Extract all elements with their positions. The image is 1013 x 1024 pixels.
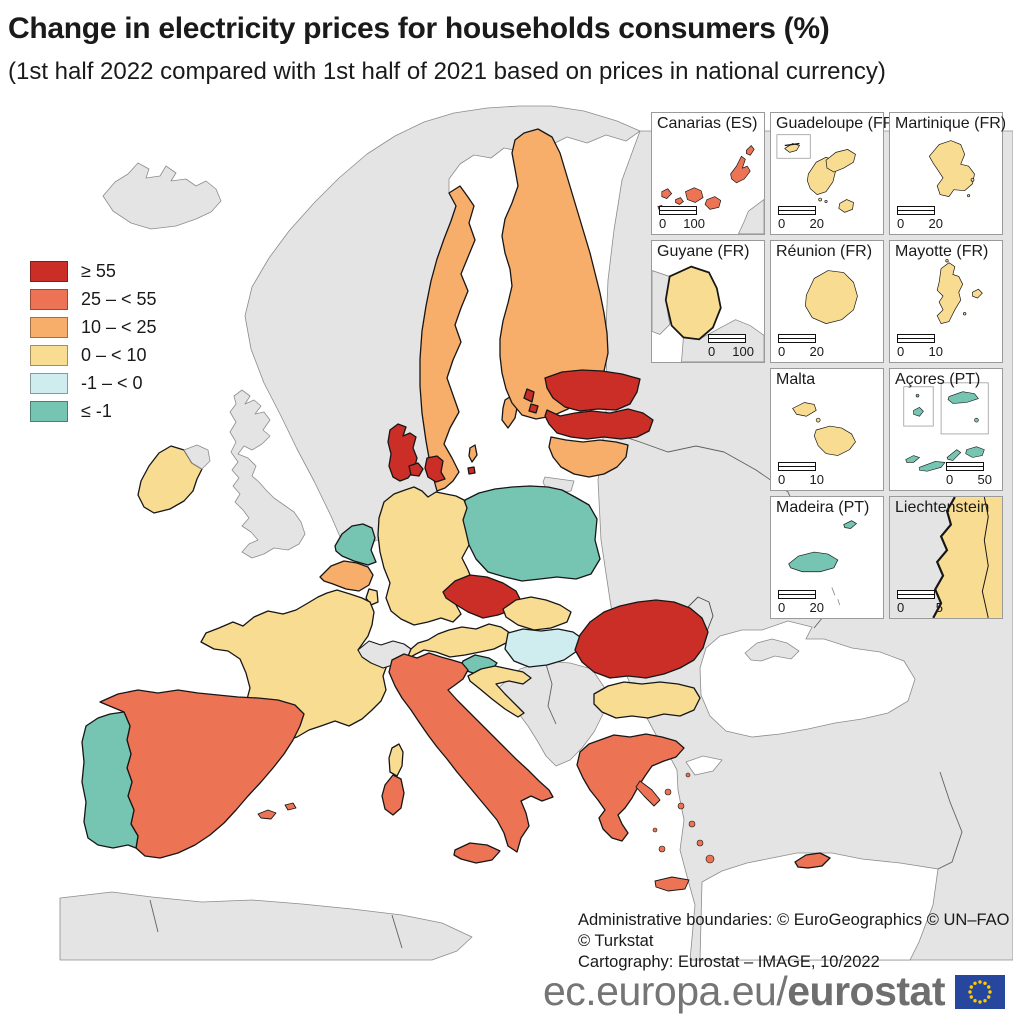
country-italy xyxy=(388,652,554,853)
country-northern-ireland xyxy=(183,444,211,470)
inset-acores: Açores (PT) 0 50 xyxy=(889,368,1003,491)
legend-swatch xyxy=(30,373,68,394)
scale-bar: 0 50 xyxy=(946,462,994,487)
inset-label: Martinique (FR) xyxy=(895,115,1007,132)
country-poland xyxy=(461,485,601,582)
credit-line-1: Administrative boundaries: © EuroGeograp… xyxy=(578,911,1010,950)
page-subtitle: (1st half 2022 compared with 1st half of… xyxy=(8,58,886,85)
inset-label: Guyane (FR) xyxy=(657,243,750,260)
island-zealand xyxy=(424,455,446,483)
inset-canarias: Canarias (ES) 0 100 xyxy=(651,112,765,235)
inset-madeira: Madeira (PT) 0 20 xyxy=(770,496,884,619)
country-romania xyxy=(574,599,709,679)
inset-reunion: Réunion (FR) 0 20 xyxy=(770,240,884,363)
scale-bar: 0 100 xyxy=(659,206,707,231)
legend-label: ≤ -1 xyxy=(81,401,112,421)
country-iceland xyxy=(102,162,222,230)
inset-label: Réunion (FR) xyxy=(776,243,873,260)
credit-line-2: Cartography: Eurostat – IMAGE, 10/2022 xyxy=(578,953,880,971)
country-bulgaria xyxy=(593,681,701,719)
inset-label: Malta xyxy=(776,371,816,388)
east-mediterranean xyxy=(699,852,939,961)
country-netherlands xyxy=(334,523,377,566)
country-sweden xyxy=(419,185,476,492)
eu-flag-icon xyxy=(955,974,1005,1009)
legend-item: ≤ -1 xyxy=(30,400,157,423)
island-funen xyxy=(408,462,424,477)
country-greece xyxy=(576,733,685,842)
country-portugal xyxy=(81,711,139,849)
crimea xyxy=(744,638,800,662)
inset-label: Liechtenstein xyxy=(895,499,990,516)
aegean-islands xyxy=(652,772,715,864)
map-credits: Administrative boundaries: © EuroGeograp… xyxy=(578,910,1013,973)
legend-swatch xyxy=(30,345,68,366)
country-cyprus xyxy=(794,852,831,869)
legend-item: 0 – < 10 xyxy=(30,344,157,367)
country-africa-nodata xyxy=(59,891,473,961)
scale-bar: 0 10 xyxy=(897,334,945,359)
scale-bar: 0 100 xyxy=(708,334,756,359)
legend: ≥ 55 25 – < 55 10 – < 25 0 – < 10 -1 – <… xyxy=(30,260,157,428)
scale-bar: 0 20 xyxy=(778,206,826,231)
country-lithuania xyxy=(548,436,629,478)
legend-label: -1 – < 0 xyxy=(81,373,143,393)
legend-item: 10 – < 25 xyxy=(30,316,157,339)
country-estonia xyxy=(544,369,641,412)
inset-guadeloupe: Guadeloupe (FR) 0 20 xyxy=(770,112,900,235)
legend-label: 0 – < 10 xyxy=(81,345,147,365)
legend-item: -1 – < 0 xyxy=(30,372,157,395)
island-saaremaa xyxy=(523,388,539,414)
legend-label: 10 – < 25 xyxy=(81,317,157,337)
legend-swatch xyxy=(30,261,68,282)
island-mallorca xyxy=(257,802,297,820)
country-uk xyxy=(229,389,306,559)
inset-martinique: Martinique (FR) 0 20 xyxy=(889,112,1007,235)
inset-label: Madeira (PT) xyxy=(776,499,870,516)
legend-item: 25 – < 55 xyxy=(30,288,157,311)
inset-mayotte: Mayotte (FR) 0 10 xyxy=(889,240,1003,363)
scale-bar: 0 20 xyxy=(778,590,826,615)
country-ireland xyxy=(137,445,203,514)
inset-guyane: Guyane (FR) 0 100 xyxy=(651,240,765,363)
inset-label: Mayotte (FR) xyxy=(895,243,989,260)
legend-swatch xyxy=(30,401,68,422)
country-slovakia xyxy=(502,596,572,631)
inset-malta: Malta 0 10 xyxy=(770,368,884,491)
country-croatia xyxy=(467,665,532,718)
legend-swatch xyxy=(30,317,68,338)
border-tr-east xyxy=(937,771,963,870)
island-sardinia xyxy=(381,774,405,816)
scale-bar: 0 20 xyxy=(897,206,945,231)
legend-label: ≥ 55 xyxy=(81,261,116,281)
border-africa xyxy=(149,899,403,949)
scale-bar: 0 10 xyxy=(778,462,826,487)
eurostat-brand: ec.europa.eu/eurostat xyxy=(543,968,1005,1015)
scale-bar: 0 20 xyxy=(778,334,826,359)
legend-swatch xyxy=(30,289,68,310)
country-belgium xyxy=(319,560,374,592)
country-austria xyxy=(406,623,511,660)
island-oland xyxy=(468,444,478,463)
island-sicily xyxy=(453,842,501,864)
inset-label: Açores (PT) xyxy=(895,371,981,388)
inset-label: Canarias (ES) xyxy=(657,115,758,132)
island-bornholm xyxy=(467,466,476,475)
legend-item: ≥ 55 xyxy=(30,260,157,283)
page-title: Change in electricity prices for househo… xyxy=(8,12,830,45)
legend-label: 25 – < 55 xyxy=(81,289,157,309)
brand-url: ec.europa.eu/eurostat xyxy=(542,968,946,1014)
island-euboea xyxy=(635,780,661,807)
inset-label: Guadeloupe (FR) xyxy=(776,115,900,132)
marmara-sea xyxy=(685,755,723,776)
country-latvia xyxy=(544,408,654,440)
country-hungary xyxy=(504,628,584,668)
island-crete xyxy=(654,876,690,892)
island-corsica xyxy=(388,743,404,777)
border-rs-ba xyxy=(544,660,557,725)
